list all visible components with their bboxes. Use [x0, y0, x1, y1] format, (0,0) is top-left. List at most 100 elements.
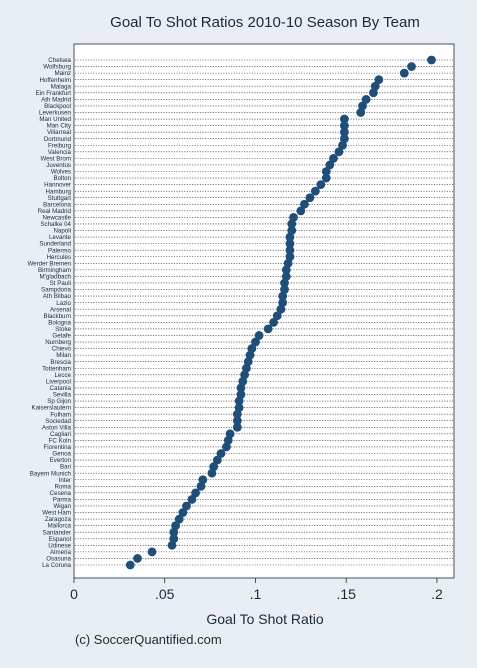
data-point: [125, 560, 135, 570]
data-point: [232, 416, 242, 426]
data-point: [325, 160, 335, 170]
team-label: Stuttgart: [48, 195, 72, 202]
data-point: [234, 396, 244, 406]
data-point: [300, 199, 309, 209]
team-label: Almeria: [50, 549, 72, 556]
data-point: [278, 291, 288, 301]
data-point: [269, 317, 279, 327]
team-label: Chievo: [52, 346, 72, 353]
team-label: La Coruna: [42, 562, 71, 569]
team-label: Sevilla: [53, 392, 72, 399]
data-point: [191, 488, 200, 498]
team-label: Milan: [56, 352, 71, 359]
x-tick-label: .05: [155, 586, 175, 602]
team-label: St Pauli: [50, 280, 71, 287]
data-point: [339, 121, 349, 130]
team-label: Brescia: [50, 359, 71, 366]
team-label: Hannover: [44, 182, 71, 189]
team-label: Catania: [50, 385, 72, 392]
team-label: Werder Bremen: [27, 260, 71, 267]
team-label: Sampdoria: [41, 287, 71, 294]
data-point: [407, 62, 416, 71]
team-label: West Brom: [41, 155, 71, 162]
team-label: Fiorentina: [43, 444, 71, 451]
team-label: Blackpool: [44, 103, 71, 110]
team-label: Ath Bilbao: [43, 293, 72, 300]
team-label: Real Madrid: [38, 208, 72, 215]
team-label: Hercules: [47, 254, 71, 261]
team-label: Man City: [47, 123, 72, 130]
team-label: Roma: [54, 483, 71, 490]
x-tick-label: .1: [250, 586, 262, 602]
team-label: Santander: [42, 529, 71, 536]
team-label: Stoke: [55, 326, 71, 333]
x-tick-label: .15: [336, 586, 356, 602]
team-label: Palermo: [48, 247, 72, 254]
team-label: Sociedad: [45, 418, 71, 425]
team-label: Schalke 04: [40, 221, 71, 228]
data-point: [334, 147, 344, 157]
x-axis-label: Goal To Shot Ratio: [206, 611, 323, 627]
team-label: FC Koln: [49, 437, 72, 444]
data-point: [399, 68, 409, 78]
data-point: [133, 554, 142, 563]
team-label: Sunderland: [39, 241, 71, 248]
team-label: Cesena: [50, 490, 72, 497]
team-label: Nurnberg: [45, 339, 71, 346]
data-point: [361, 94, 371, 104]
data-point: [321, 173, 331, 183]
team-label: Cagliari: [50, 431, 71, 438]
data-point: [187, 495, 197, 504]
team-label: Wolves: [51, 169, 71, 176]
data-point: [167, 540, 177, 550]
chart-title: Goal To Shot Ratios 2010-10 Season By Te…: [110, 14, 420, 31]
data-point: [254, 331, 264, 340]
team-label: Levante: [49, 234, 72, 241]
team-label: Bologna: [48, 319, 71, 326]
grid-lines: [75, 59, 453, 566]
team-label: Chelsea: [48, 57, 71, 64]
data-point: [285, 232, 295, 242]
data-point: [232, 409, 242, 419]
team-label: Ein Frankfurt: [36, 90, 72, 97]
x-axis: 0 .05 .1 .15 .2: [70, 578, 443, 602]
data-point: [316, 180, 326, 190]
team-labels: ChelseaWolfsburgMainzHoffenheimMalagaEin…: [27, 57, 71, 569]
team-label: M'gladbach: [40, 274, 72, 281]
team-label: Osasuna: [46, 556, 71, 563]
data-point: [216, 449, 226, 458]
team-label: Hamburg: [46, 188, 72, 195]
data-point: [196, 481, 206, 491]
data-point: [310, 186, 320, 196]
data-point: [296, 206, 306, 216]
team-label: Wolfsburg: [43, 64, 71, 71]
team-label: Lazio: [56, 300, 71, 307]
team-label: Fulham: [50, 411, 71, 418]
data-point: [182, 501, 191, 511]
data-point: [339, 114, 349, 124]
plot-area: [73, 43, 455, 579]
data-point: [276, 304, 286, 314]
team-label: Valencia: [48, 149, 72, 156]
team-label: Genoa: [52, 451, 71, 458]
data-point: [356, 108, 366, 117]
data-point: [280, 278, 289, 288]
team-label: Inter: [59, 477, 71, 484]
team-label: Aston Villa: [42, 424, 72, 431]
data-point: [207, 468, 217, 478]
team-label: Zaragoza: [45, 516, 72, 523]
team-label: Espanol: [49, 536, 71, 543]
x-tick-label: .2: [431, 586, 443, 602]
team-label: Sp Gijon: [47, 398, 71, 405]
team-label: Lecce: [54, 372, 71, 379]
team-label: Mainz: [54, 70, 71, 77]
team-label: Juventus: [46, 162, 71, 169]
data-point: [222, 442, 231, 452]
team-label: Bolton: [53, 175, 71, 182]
data-point: [174, 514, 184, 524]
team-label: Tottenham: [42, 365, 71, 372]
team-label: Malaga: [51, 83, 72, 90]
data-point: [339, 127, 349, 137]
team-label: Getafe: [52, 333, 71, 340]
